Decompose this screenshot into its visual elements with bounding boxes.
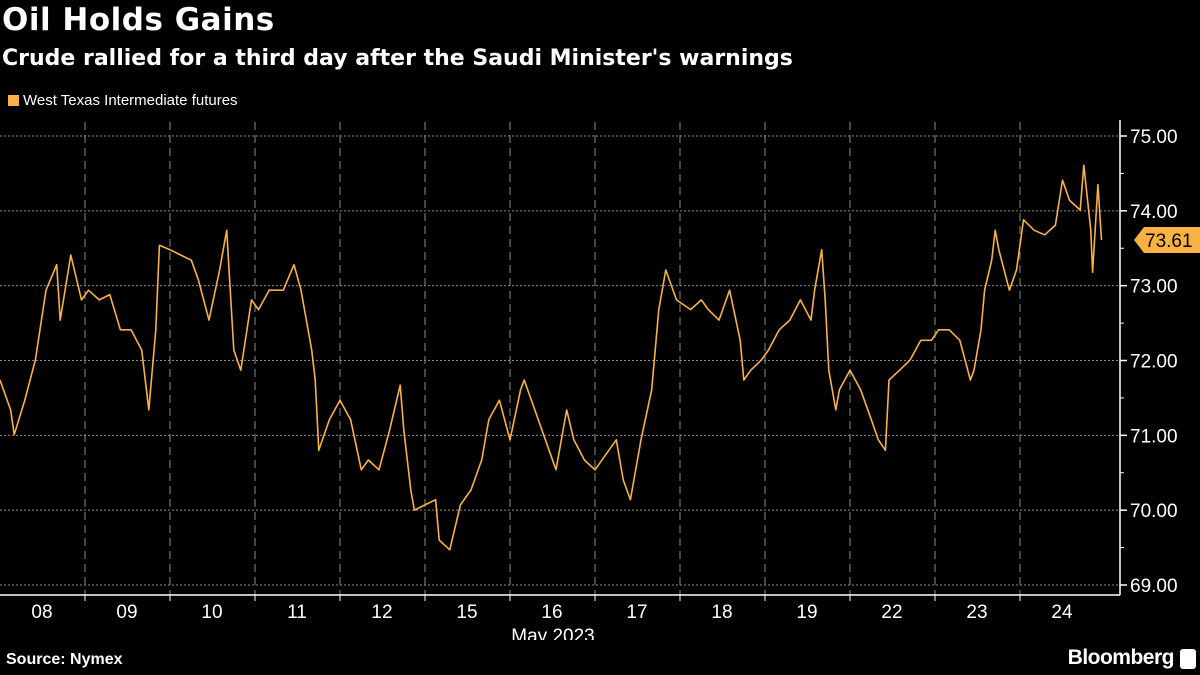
legend-swatch (8, 95, 19, 106)
x-tick-label: 11 (287, 602, 307, 623)
y-tick-label: 73.00 (1130, 277, 1178, 298)
y-tick-label: 74.00 (1130, 202, 1178, 223)
legend: West Texas Intermediate futures (8, 92, 238, 109)
x-tick-label: 09 (116, 602, 137, 623)
x-tick-label: 19 (796, 602, 817, 623)
wti-price-line (0, 164, 1103, 551)
bloomberg-logo: Bloomberg (1067, 646, 1175, 669)
x-tick-label: 15 (456, 602, 477, 623)
last-value-badge (1134, 227, 1200, 254)
y-tick-label: 75.00 (1130, 127, 1178, 148)
x-tick-label: 10 (201, 602, 222, 623)
legend-label: West Texas Intermediate futures (23, 92, 238, 109)
x-tick-label: 18 (711, 602, 732, 623)
y-tick-label: 71.00 (1130, 426, 1178, 447)
chart: 69.00 70.00 71.00 72.00 73.00 74.00 75.00 08 09 1… (0, 120, 1200, 640)
y-tick-label: 70.00 (1130, 501, 1178, 522)
last-value-label: 73.61 (1145, 231, 1193, 252)
x-tick-label: 24 (1051, 602, 1073, 623)
x-tick-label: 22 (881, 602, 902, 623)
x-tick-label: 23 (966, 602, 987, 623)
chart-subtitle: Crude rallied for a third day after the … (2, 46, 793, 71)
x-tick-label: 08 (31, 602, 52, 623)
x-tick-label: 17 (626, 602, 647, 623)
source-note: Source: Nymex (6, 651, 123, 668)
y-tick-label: 69.00 (1130, 576, 1178, 597)
x-tick-label: 16 (541, 602, 562, 623)
x-axis-label: May 2023 (511, 626, 594, 640)
chart-title: Oil Holds Gains (2, 2, 275, 38)
bloomberg-terminal-icon (1180, 649, 1196, 669)
x-tick-label: 12 (371, 602, 392, 623)
y-tick-label: 72.00 (1130, 352, 1178, 373)
